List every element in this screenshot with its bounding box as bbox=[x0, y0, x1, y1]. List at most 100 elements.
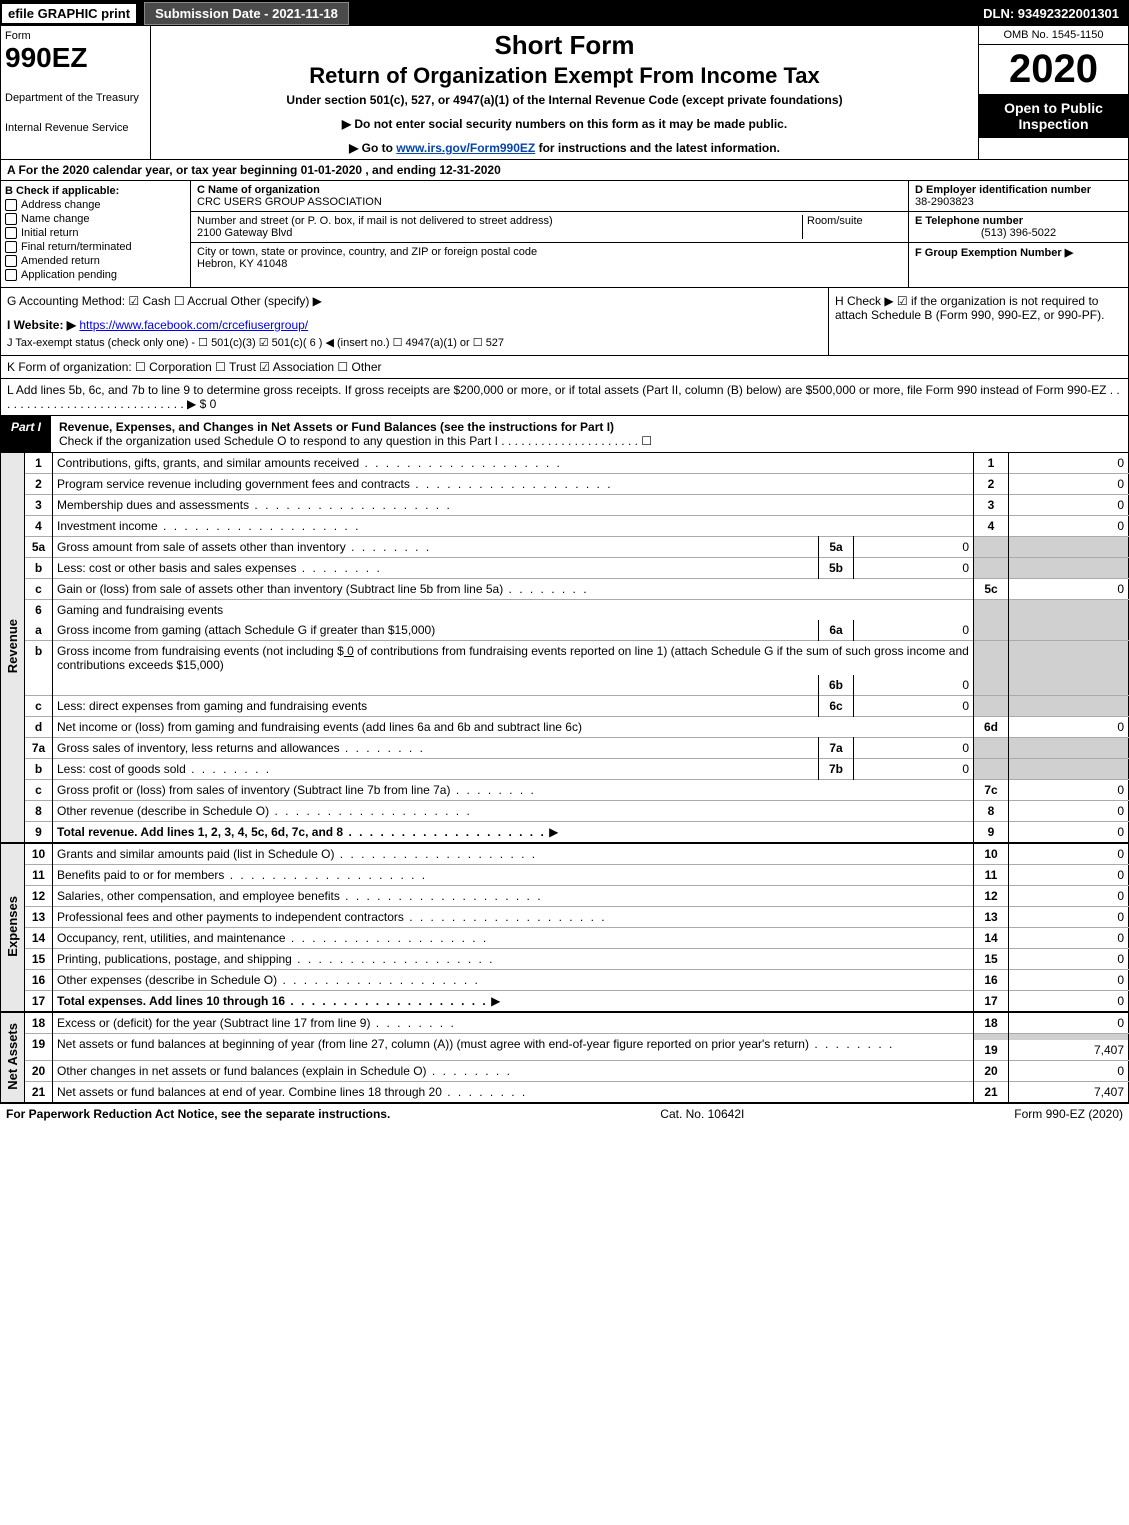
line-ref: 17 bbox=[974, 991, 1009, 1013]
dept-irs: Internal Revenue Service bbox=[5, 122, 146, 134]
line-text: Membership dues and assessments bbox=[57, 498, 452, 512]
line-text: Grants and similar amounts paid (list in… bbox=[57, 847, 537, 861]
opt-amended-return[interactable]: Amended return bbox=[5, 255, 186, 267]
opt-label: Initial return bbox=[21, 227, 78, 239]
part-1-check-text: Check if the organization used Schedule … bbox=[59, 434, 652, 448]
line-value-shaded bbox=[1009, 558, 1129, 579]
line-value: 0 bbox=[1009, 843, 1129, 865]
line-ref: 20 bbox=[974, 1061, 1009, 1082]
ein-label: D Employer identification number bbox=[915, 184, 1122, 196]
line-text: Gross sales of inventory, less returns a… bbox=[57, 741, 425, 755]
opt-label: Amended return bbox=[21, 255, 100, 267]
checkbox-icon[interactable] bbox=[5, 227, 17, 239]
opt-name-change[interactable]: Name change bbox=[5, 213, 186, 225]
sub-num: 6c bbox=[819, 696, 854, 717]
line-text: Total expenses. Add lines 10 through 16 bbox=[57, 994, 488, 1008]
opt-initial-return[interactable]: Initial return bbox=[5, 227, 186, 239]
line-value: 0 bbox=[1009, 801, 1129, 822]
checkbox-icon[interactable] bbox=[5, 199, 17, 211]
table-row: 7a Gross sales of inventory, less return… bbox=[1, 738, 1129, 759]
table-row: 12 Salaries, other compensation, and emp… bbox=[1, 886, 1129, 907]
opt-address-change[interactable]: Address change bbox=[5, 199, 186, 211]
line-num: c bbox=[25, 696, 53, 717]
line-ref: 15 bbox=[974, 949, 1009, 970]
line-text: Gaming and fundraising events bbox=[53, 600, 974, 621]
org-name-row: C Name of organization CRC USERS GROUP A… bbox=[191, 181, 908, 212]
line-num: 8 bbox=[25, 801, 53, 822]
expenses-vtext: Expenses bbox=[5, 896, 20, 957]
line-num: c bbox=[25, 579, 53, 600]
line-text: Program service revenue including govern… bbox=[57, 477, 613, 491]
table-row: 20 Other changes in net assets or fund b… bbox=[1, 1061, 1129, 1082]
line-value-shaded bbox=[1009, 759, 1129, 780]
table-row: Net Assets 18 Excess or (deficit) for th… bbox=[1, 1012, 1129, 1034]
section-h: H Check ▶ ☑ if the organization is not r… bbox=[828, 288, 1128, 355]
line-ref: 2 bbox=[974, 474, 1009, 495]
row-l: L Add lines 5b, 6c, and 7b to line 9 to … bbox=[0, 379, 1129, 416]
line-num: 12 bbox=[25, 886, 53, 907]
header-center: Short Form Return of Organization Exempt… bbox=[151, 26, 978, 159]
line-num: 1 bbox=[25, 453, 53, 474]
line-num: c bbox=[25, 780, 53, 801]
org-name-label: C Name of organization bbox=[197, 184, 902, 196]
efile-button[interactable]: efile GRAPHIC print bbox=[0, 2, 138, 25]
line-ref: 5c bbox=[974, 579, 1009, 600]
line-ref-shaded bbox=[974, 738, 1009, 759]
line-text: Contributions, gifts, grants, and simila… bbox=[57, 456, 562, 470]
line-num: b bbox=[25, 759, 53, 780]
table-row: 11 Benefits paid to or for members 11 0 bbox=[1, 865, 1129, 886]
line-ref: 6d bbox=[974, 717, 1009, 738]
line-value-shaded bbox=[1009, 641, 1129, 696]
opt-label: Application pending bbox=[21, 269, 117, 281]
checkbox-icon[interactable] bbox=[5, 213, 17, 225]
checkbox-icon[interactable] bbox=[5, 269, 17, 281]
footer-center: Cat. No. 10642I bbox=[390, 1107, 1014, 1121]
line-text: Gross income from fundraising events (no… bbox=[53, 641, 974, 676]
part-1-tag: Part I bbox=[1, 416, 51, 452]
line-text: Occupancy, rent, utilities, and maintena… bbox=[57, 931, 488, 945]
opt-application-pending[interactable]: Application pending bbox=[5, 269, 186, 281]
line-ref: 18 bbox=[974, 1012, 1009, 1034]
line-ref: 16 bbox=[974, 970, 1009, 991]
line-value: 7,407 bbox=[1009, 1082, 1129, 1104]
website-link[interactable]: https://www.facebook.com/crcefiusergroup… bbox=[79, 318, 308, 332]
dept-treasury: Department of the Treasury bbox=[5, 92, 146, 104]
line-value: 0 bbox=[1009, 907, 1129, 928]
line-value-shaded bbox=[1009, 537, 1129, 558]
phone-value: (513) 396-5022 bbox=[915, 227, 1122, 239]
line-num: 19 bbox=[25, 1034, 53, 1061]
line-value: 0 bbox=[1009, 949, 1129, 970]
line-value: 7,407 bbox=[1009, 1040, 1129, 1061]
line-num: 16 bbox=[25, 970, 53, 991]
ein-value: 38-2903823 bbox=[915, 196, 1122, 208]
tax-year: 2020 bbox=[979, 45, 1128, 94]
line-text: Net income or (loss) from gaming and fun… bbox=[53, 717, 974, 738]
line-ref-shaded bbox=[974, 600, 1009, 621]
footer-left: For Paperwork Reduction Act Notice, see … bbox=[6, 1107, 390, 1121]
line-value: 0 bbox=[1009, 516, 1129, 537]
line-text: Gross amount from sale of assets other t… bbox=[57, 540, 431, 554]
line-num: b bbox=[25, 558, 53, 579]
opt-final-return[interactable]: Final return/terminated bbox=[5, 241, 186, 253]
table-row: b Less: cost or other basis and sales ex… bbox=[1, 558, 1129, 579]
table-row: 8 Other revenue (describe in Schedule O)… bbox=[1, 801, 1129, 822]
sub-val: 0 bbox=[854, 620, 974, 641]
line-text: Less: cost or other basis and sales expe… bbox=[57, 561, 382, 575]
line-ref-shaded bbox=[974, 558, 1009, 579]
table-row: c Gain or (loss) from sale of assets oth… bbox=[1, 579, 1129, 600]
title-return: Return of Organization Exempt From Incom… bbox=[161, 63, 968, 89]
sub-num: 7b bbox=[819, 759, 854, 780]
form-label: Form bbox=[5, 30, 146, 42]
note-goto: ▶ Go to www.irs.gov/Form990EZ for instru… bbox=[161, 141, 968, 155]
line-text: Gain or (loss) from sale of assets other… bbox=[57, 582, 589, 596]
line-ref: 7c bbox=[974, 780, 1009, 801]
irs-link[interactable]: www.irs.gov/Form990EZ bbox=[396, 141, 535, 155]
checkbox-icon[interactable] bbox=[5, 255, 17, 267]
note-goto-pre: ▶ Go to bbox=[349, 141, 396, 155]
table-row: b Less: cost of goods sold 7b 0 bbox=[1, 759, 1129, 780]
line-ref-shaded bbox=[974, 759, 1009, 780]
header-right: OMB No. 1545-1150 2020 Open to Public In… bbox=[978, 26, 1128, 159]
line-ref-shaded bbox=[974, 641, 1009, 696]
checkbox-icon[interactable] bbox=[5, 241, 17, 253]
line-value: 0 bbox=[1009, 474, 1129, 495]
